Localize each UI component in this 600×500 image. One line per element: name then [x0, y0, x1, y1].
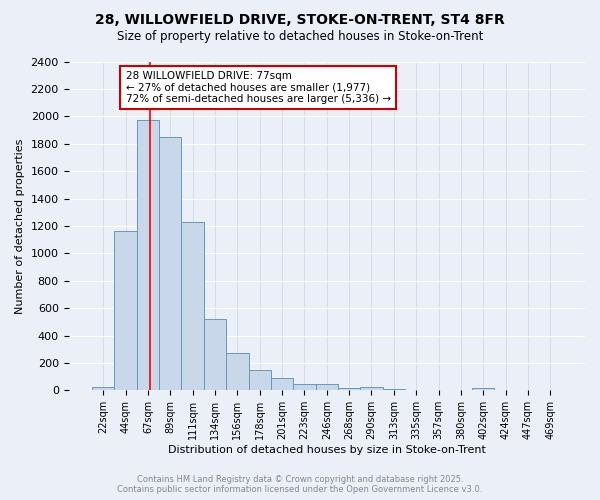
Bar — [159, 137, 181, 390]
Bar — [226, 352, 248, 391]
Bar — [137, 120, 159, 390]
Bar — [204, 319, 226, 390]
Text: 28, WILLOWFIELD DRIVE, STOKE-ON-TRENT, ST4 8FR: 28, WILLOWFIELD DRIVE, STOKE-ON-TRENT, S… — [95, 12, 505, 26]
Bar — [293, 384, 316, 390]
Bar — [115, 232, 137, 390]
Bar — [383, 389, 405, 390]
Bar — [338, 388, 361, 390]
Y-axis label: Number of detached properties: Number of detached properties — [15, 138, 25, 314]
Bar — [181, 222, 204, 390]
Text: 28 WILLOWFIELD DRIVE: 77sqm
← 27% of detached houses are smaller (1,977)
72% of : 28 WILLOWFIELD DRIVE: 77sqm ← 27% of det… — [125, 71, 391, 104]
Bar — [361, 387, 383, 390]
Bar — [248, 370, 271, 390]
X-axis label: Distribution of detached houses by size in Stoke-on-Trent: Distribution of detached houses by size … — [168, 445, 486, 455]
Bar — [271, 378, 293, 390]
Bar — [316, 384, 338, 390]
Text: Size of property relative to detached houses in Stoke-on-Trent: Size of property relative to detached ho… — [117, 30, 483, 43]
Bar — [472, 388, 494, 390]
Bar — [92, 387, 115, 390]
Text: Contains HM Land Registry data © Crown copyright and database right 2025.
Contai: Contains HM Land Registry data © Crown c… — [118, 474, 482, 494]
